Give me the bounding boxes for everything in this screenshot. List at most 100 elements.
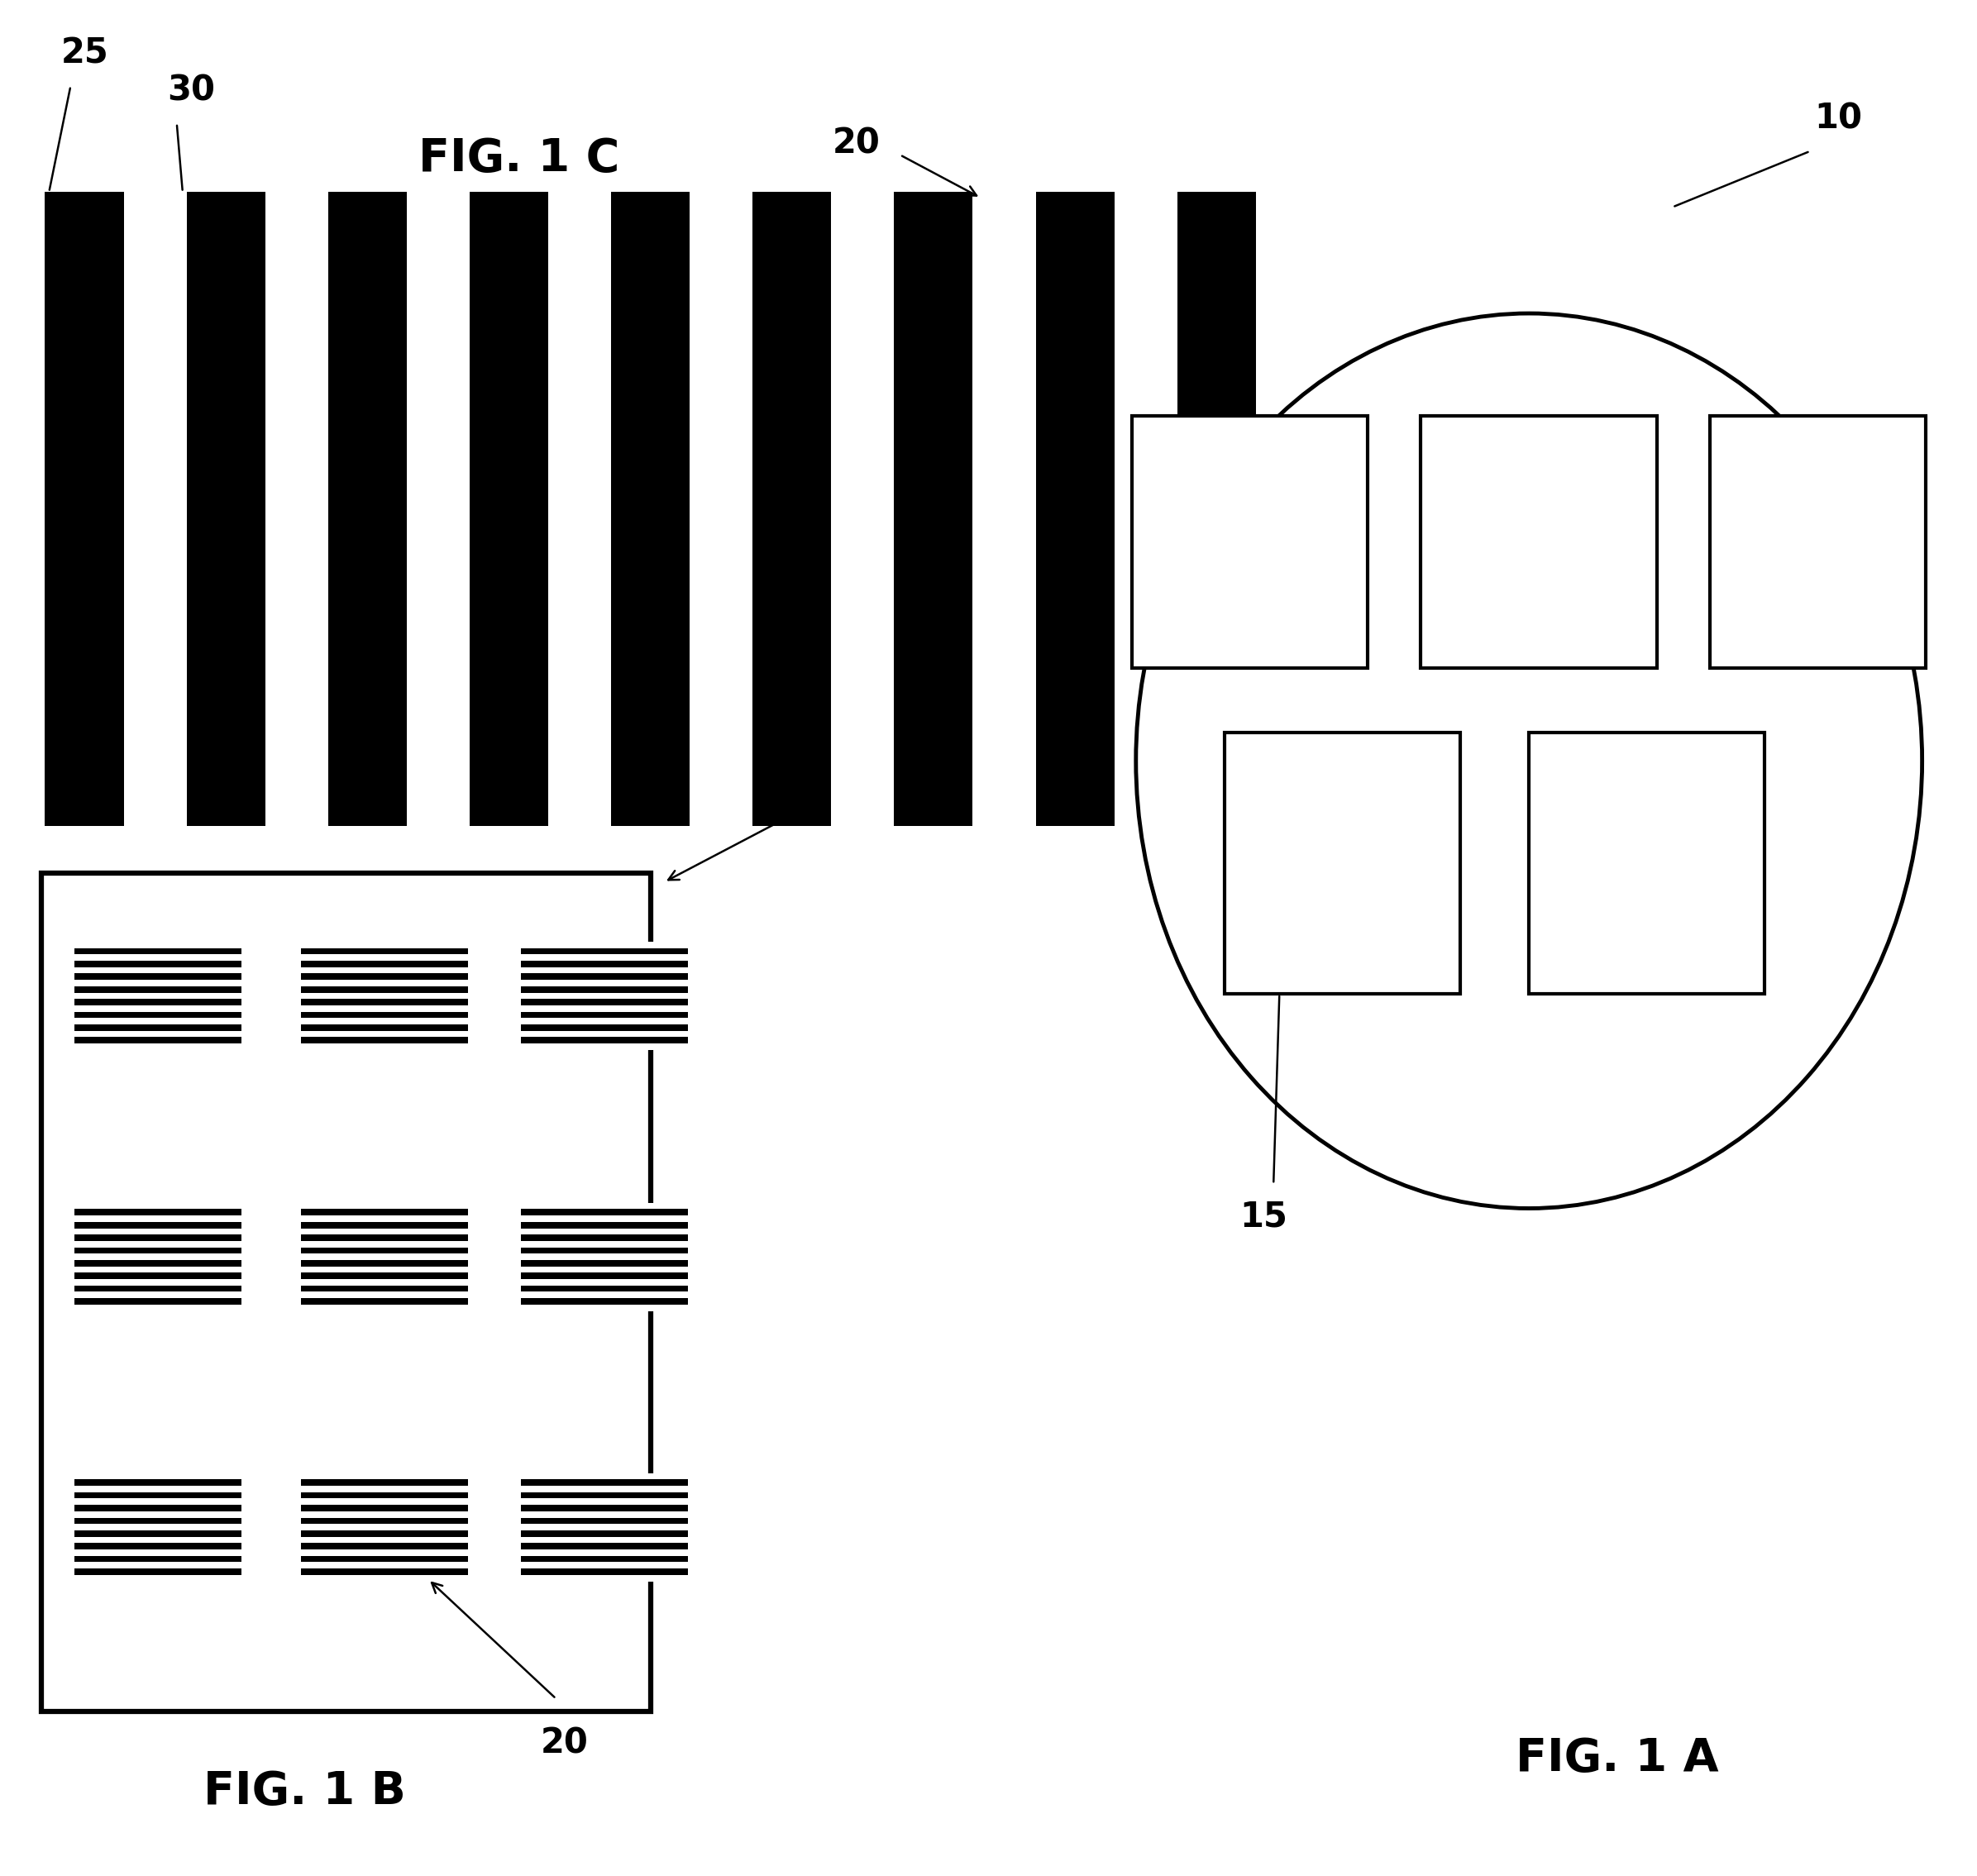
Bar	[75, 1304, 241, 1311]
Bar	[75, 1019, 241, 1024]
Bar	[75, 1563, 241, 1568]
Bar	[301, 1486, 469, 1491]
Bar	[520, 1279, 688, 1285]
Bar	[301, 1304, 469, 1311]
Bar	[75, 1216, 241, 1221]
Bar	[75, 1279, 241, 1285]
Bar	[520, 1304, 688, 1311]
Bar	[75, 1574, 241, 1581]
Bar	[520, 1043, 688, 1051]
Bar	[301, 942, 469, 1051]
Text: FIG. 1 B: FIG. 1 B	[204, 1769, 405, 1814]
Bar	[520, 1512, 688, 1518]
Bar	[1133, 416, 1368, 668]
Bar	[520, 979, 688, 987]
Bar	[471, 191, 548, 825]
Bar	[301, 1240, 469, 1248]
Text: FIG. 1 A: FIG. 1 A	[1516, 1735, 1720, 1780]
Bar	[520, 1266, 688, 1272]
Bar	[75, 942, 241, 1051]
Bar	[520, 942, 688, 1051]
Bar	[520, 1293, 688, 1298]
Bar	[75, 1293, 241, 1298]
Bar	[75, 968, 241, 974]
Bar	[520, 1574, 688, 1581]
Bar	[520, 1030, 688, 1037]
Bar	[301, 1019, 469, 1024]
Bar	[301, 955, 469, 961]
Bar	[75, 992, 241, 1000]
Bar	[520, 1486, 688, 1491]
Bar	[301, 1499, 469, 1505]
Bar	[75, 1523, 241, 1531]
Bar	[75, 1006, 241, 1011]
Text: 10: 10	[1815, 101, 1862, 137]
Bar	[520, 1006, 688, 1011]
Bar	[301, 1574, 469, 1581]
Bar	[75, 942, 241, 947]
Bar	[75, 1229, 241, 1234]
Bar	[75, 1512, 241, 1518]
Bar	[1421, 416, 1657, 668]
Bar	[1176, 191, 1255, 825]
Text: 15: 15	[783, 734, 830, 769]
Bar	[1036, 191, 1115, 825]
Bar	[301, 1550, 469, 1555]
Bar	[1710, 416, 1926, 668]
Bar	[520, 1216, 688, 1221]
Bar	[1528, 734, 1765, 994]
Bar	[520, 992, 688, 1000]
Bar	[75, 1043, 241, 1051]
Bar	[611, 191, 690, 825]
Bar	[520, 1240, 688, 1248]
Bar	[520, 1203, 688, 1210]
Bar	[520, 1499, 688, 1505]
Bar	[75, 1499, 241, 1505]
Bar	[301, 1266, 469, 1272]
Bar	[301, 942, 469, 947]
Ellipse shape	[1137, 313, 1922, 1208]
Text: 20: 20	[540, 1726, 589, 1762]
Bar	[42, 872, 650, 1711]
Bar	[520, 1019, 688, 1024]
Bar	[301, 1006, 469, 1011]
Bar	[301, 979, 469, 987]
Bar	[75, 1030, 241, 1037]
Bar	[301, 1203, 469, 1311]
Bar	[301, 1203, 469, 1210]
Bar	[520, 1253, 688, 1261]
Bar	[75, 1203, 241, 1311]
Bar	[75, 1536, 241, 1544]
Bar	[301, 1216, 469, 1221]
Bar	[520, 1473, 688, 1480]
Bar	[894, 191, 973, 825]
Bar	[75, 1473, 241, 1480]
Bar	[301, 992, 469, 1000]
Bar	[75, 1240, 241, 1248]
Bar	[520, 968, 688, 974]
Text: 15: 15	[1240, 1199, 1287, 1234]
Bar	[75, 955, 241, 961]
Bar	[753, 191, 830, 825]
Bar	[301, 1030, 469, 1037]
Bar	[75, 1550, 241, 1555]
Bar	[301, 1293, 469, 1298]
Bar	[75, 1486, 241, 1491]
Bar	[75, 979, 241, 987]
Bar	[1224, 734, 1461, 994]
Bar	[301, 1473, 469, 1480]
Bar	[301, 1512, 469, 1518]
Bar	[301, 1253, 469, 1261]
Text: 20: 20	[832, 126, 880, 161]
Bar	[301, 1229, 469, 1234]
Text: 25: 25	[61, 36, 109, 71]
Bar	[520, 1550, 688, 1555]
Bar	[520, 1523, 688, 1531]
Bar	[301, 1279, 469, 1285]
Bar	[75, 1473, 241, 1581]
Bar	[301, 1473, 469, 1581]
Bar	[75, 1203, 241, 1210]
Bar	[301, 1563, 469, 1568]
Bar	[186, 191, 265, 825]
Bar	[520, 1563, 688, 1568]
